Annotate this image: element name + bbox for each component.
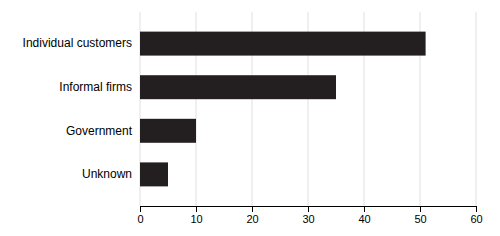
- y-tick: Informal firms: [59, 80, 132, 94]
- plot: 0 10 20 30 40 50 60 Individual customers Informa…: [23, 12, 483, 225]
- y-tick: Unknown: [82, 167, 132, 181]
- x-tick-label: 0: [137, 213, 143, 225]
- x-tick: 20: [246, 206, 258, 225]
- x-tick: 60: [470, 206, 482, 225]
- x-tick-mark: [308, 206, 309, 212]
- y-tick-label: Informal firms: [59, 80, 132, 94]
- x-tick: 0: [137, 206, 143, 225]
- x-tick-label: 30: [302, 213, 314, 225]
- y-tick-label: Unknown: [82, 167, 132, 181]
- y-tick: Government: [66, 124, 133, 138]
- x-tick-mark: [420, 206, 421, 212]
- x-tick-mark: [364, 206, 365, 212]
- bar: [140, 32, 426, 56]
- x-tick: 30: [302, 206, 314, 225]
- x-tick: 50: [414, 206, 426, 225]
- bar: [140, 75, 336, 99]
- x-axis: 0 10 20 30 40 50 60: [137, 206, 482, 225]
- grid: [140, 12, 476, 206]
- chart: 0 10 20 30 40 50 60 Individual customers Informa…: [0, 0, 500, 236]
- bar: [140, 162, 168, 186]
- bars: [140, 32, 426, 187]
- x-tick-label: 60: [470, 213, 482, 225]
- x-axis-line: [141, 207, 477, 213]
- y-axis: Individual customers Informal firms Govern…: [23, 36, 133, 181]
- x-tick-label: 10: [190, 213, 202, 225]
- y-tick-label: Individual customers: [23, 36, 132, 50]
- y-tick-label: Government: [66, 124, 133, 138]
- x-tick: 40: [358, 206, 370, 225]
- grid-line: [476, 12, 477, 206]
- bar: [140, 119, 196, 143]
- x-tick: 10: [190, 206, 202, 225]
- y-tick: Individual customers: [23, 36, 132, 50]
- x-tick-label: 40: [358, 213, 370, 225]
- x-tick-mark: [252, 206, 253, 212]
- x-tick-label: 50: [414, 213, 426, 225]
- x-tick-mark: [476, 206, 477, 212]
- x-tick-mark: [140, 206, 141, 212]
- x-tick-mark: [196, 206, 197, 212]
- x-tick-label: 20: [246, 213, 258, 225]
